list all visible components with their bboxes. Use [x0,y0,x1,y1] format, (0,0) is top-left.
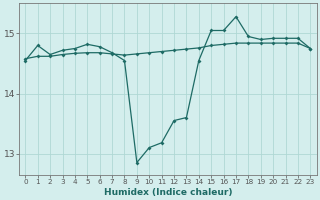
X-axis label: Humidex (Indice chaleur): Humidex (Indice chaleur) [104,188,232,197]
